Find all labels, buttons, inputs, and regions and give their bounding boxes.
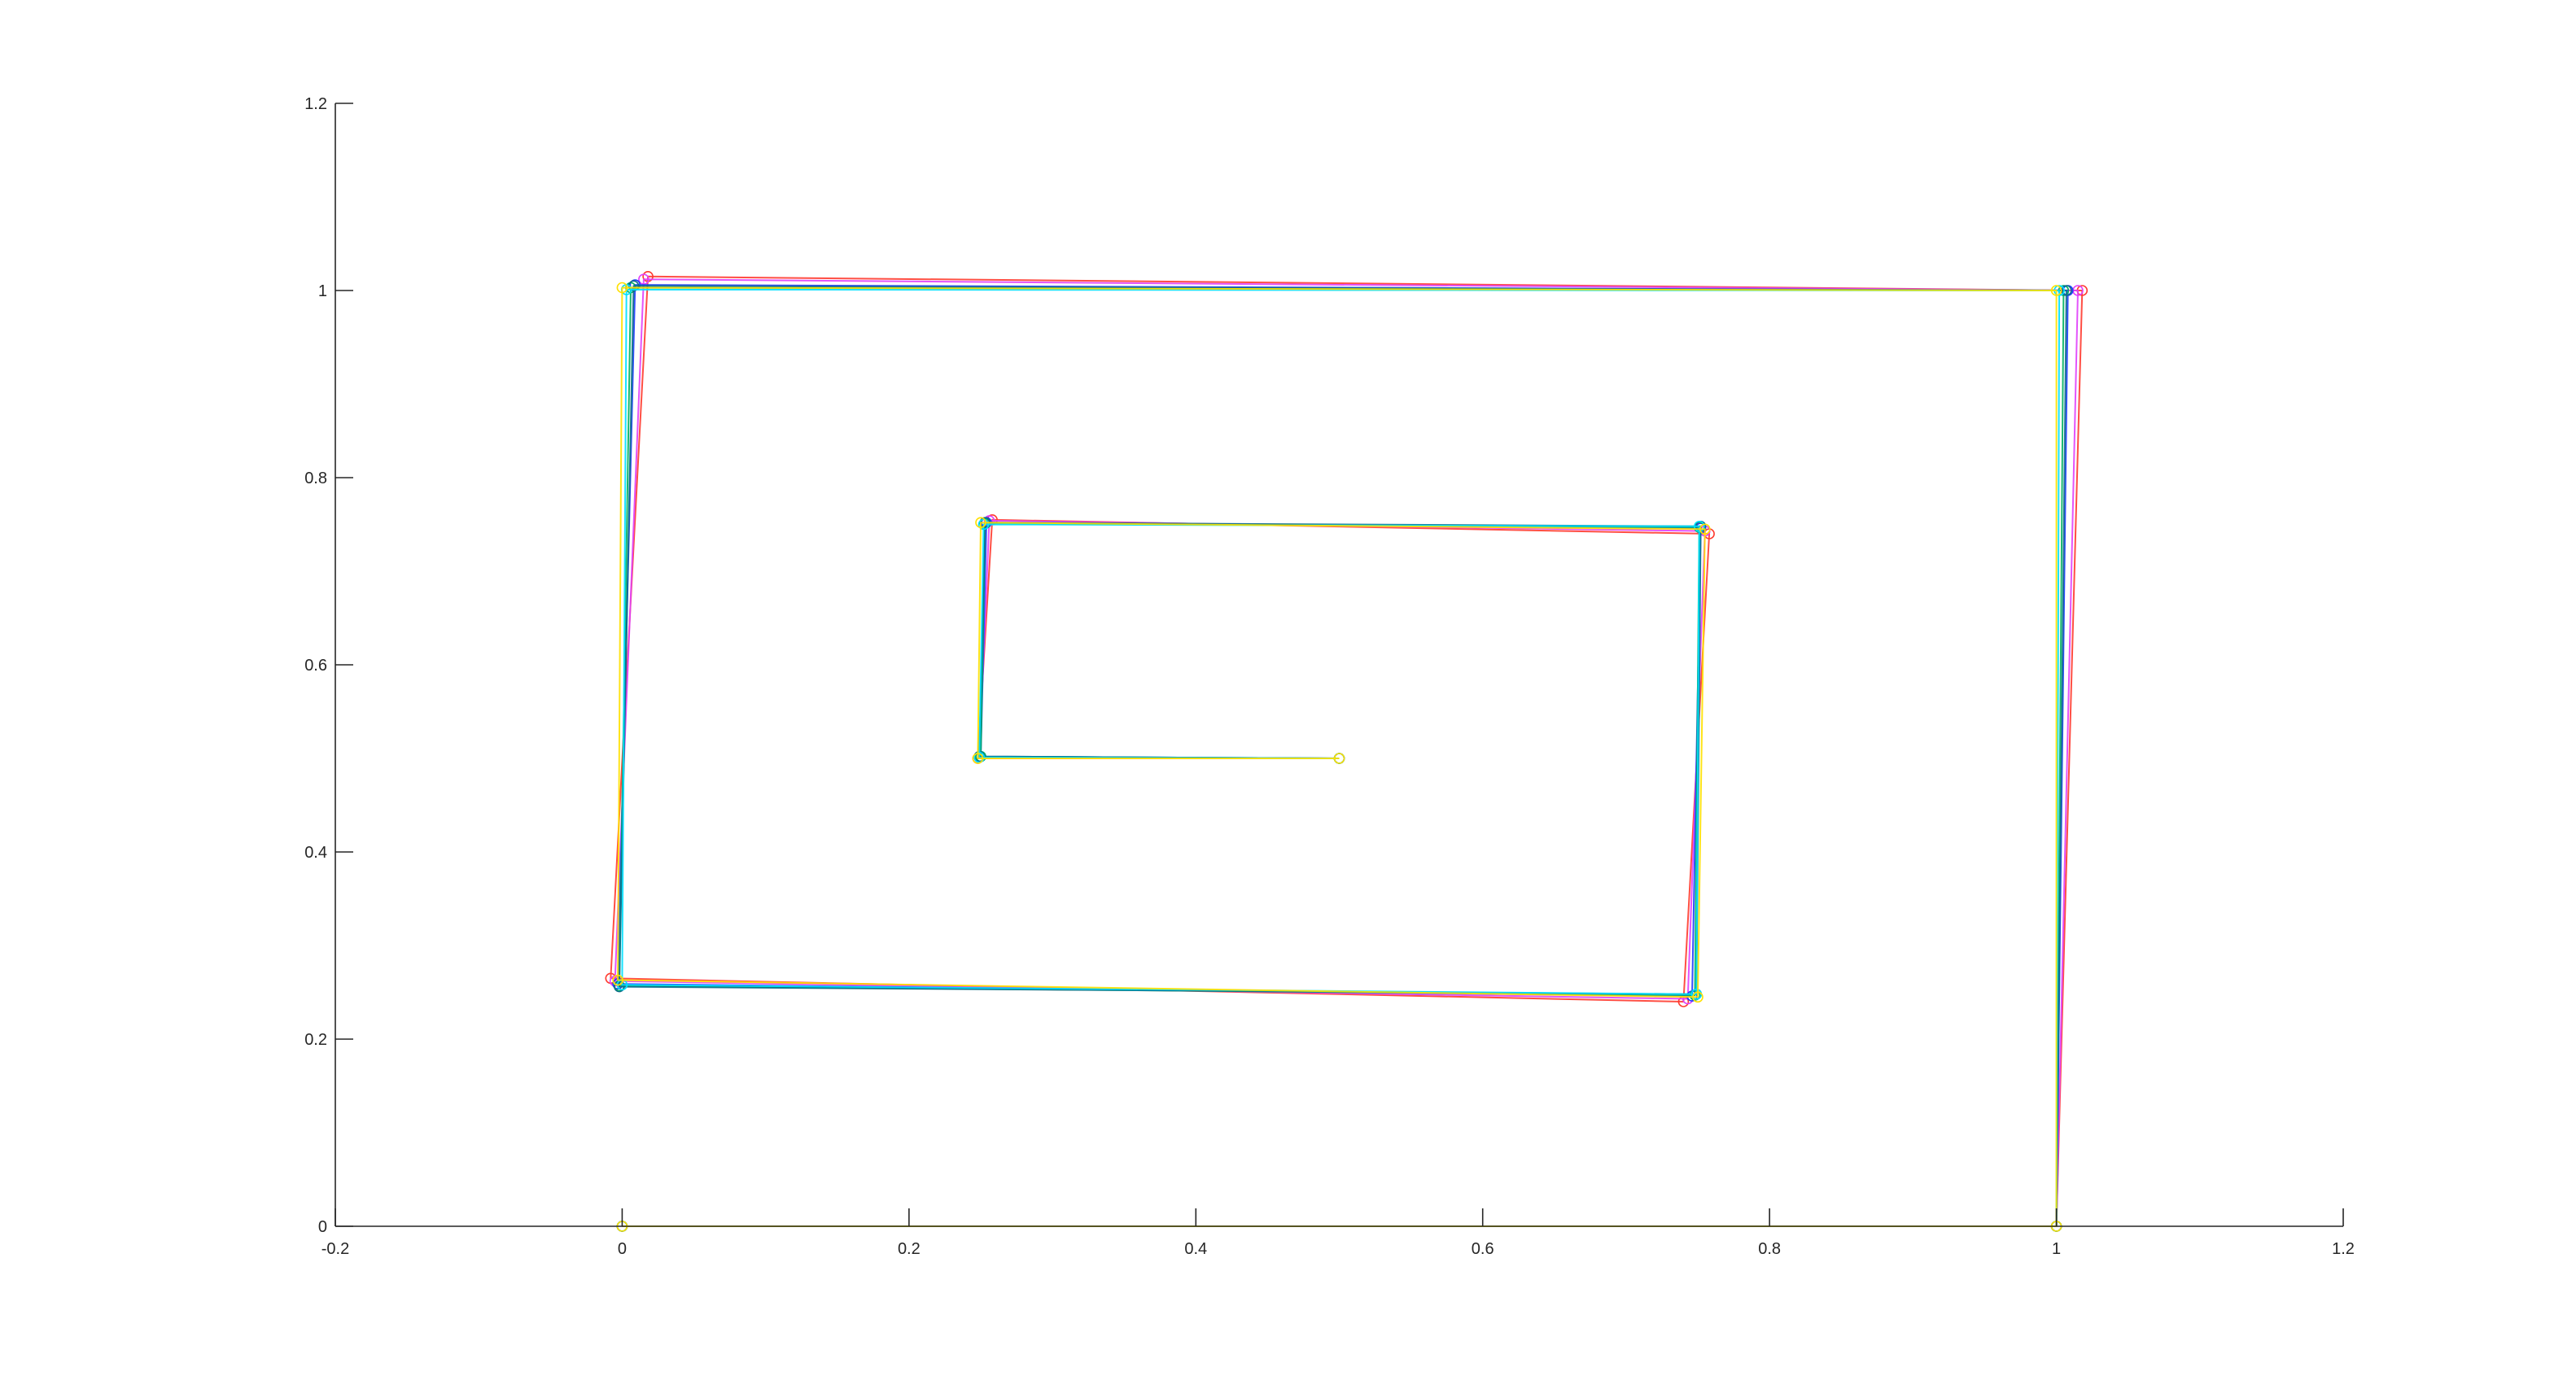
x-tick-label: 0.4 bbox=[1184, 1240, 1207, 1258]
series-line-1 bbox=[614, 278, 2079, 1227]
series-line-5 bbox=[621, 288, 2061, 1227]
series-6-point bbox=[972, 753, 984, 764]
series-6-point bbox=[1333, 753, 1345, 764]
x-tick-label: 1 bbox=[2052, 1240, 2061, 1258]
x-tick-label: 0.6 bbox=[1472, 1240, 1494, 1258]
series-6-point bbox=[1692, 991, 1703, 1003]
series-6-point bbox=[612, 974, 623, 986]
x-tick-label: 0.8 bbox=[1758, 1240, 1781, 1258]
series-3-point bbox=[1689, 989, 1701, 1001]
series-6-point bbox=[1699, 523, 1711, 535]
series-5-point bbox=[1694, 520, 1705, 532]
axes-group: -0.2 0 0.2 0.4 0.6 0.8 1 1.2 0 0.2 0.4 0.6 0.8 1 1.2 bbox=[304, 95, 2355, 1258]
series-6-point bbox=[616, 282, 628, 294]
series-5-point bbox=[973, 751, 985, 763]
y-tick-label: 1 bbox=[318, 282, 327, 300]
y-tick-label: 1.2 bbox=[304, 95, 327, 113]
y-tick-label: 0.4 bbox=[304, 844, 327, 862]
y-tick-label: 0 bbox=[318, 1218, 327, 1236]
x-tick-label: 0 bbox=[618, 1240, 627, 1258]
series-4-point bbox=[614, 981, 625, 993]
x-tick-label: 1.2 bbox=[2332, 1240, 2355, 1258]
plot-series-group bbox=[605, 270, 2088, 1232]
x-tick-label: 0.2 bbox=[898, 1240, 921, 1258]
y-tick-label: 0.6 bbox=[304, 657, 327, 675]
series-line-3 bbox=[618, 286, 2065, 1227]
x-tick-label: -0.2 bbox=[321, 1240, 349, 1258]
series-6-point bbox=[975, 517, 986, 529]
y-tick-label: 0.2 bbox=[304, 1031, 327, 1049]
y-tick-label: 0.8 bbox=[304, 470, 327, 487]
series-6-point bbox=[2050, 285, 2062, 296]
series-line-6 bbox=[617, 286, 2058, 1227]
series-line-0 bbox=[610, 275, 2084, 1227]
series-5-point bbox=[977, 518, 990, 531]
